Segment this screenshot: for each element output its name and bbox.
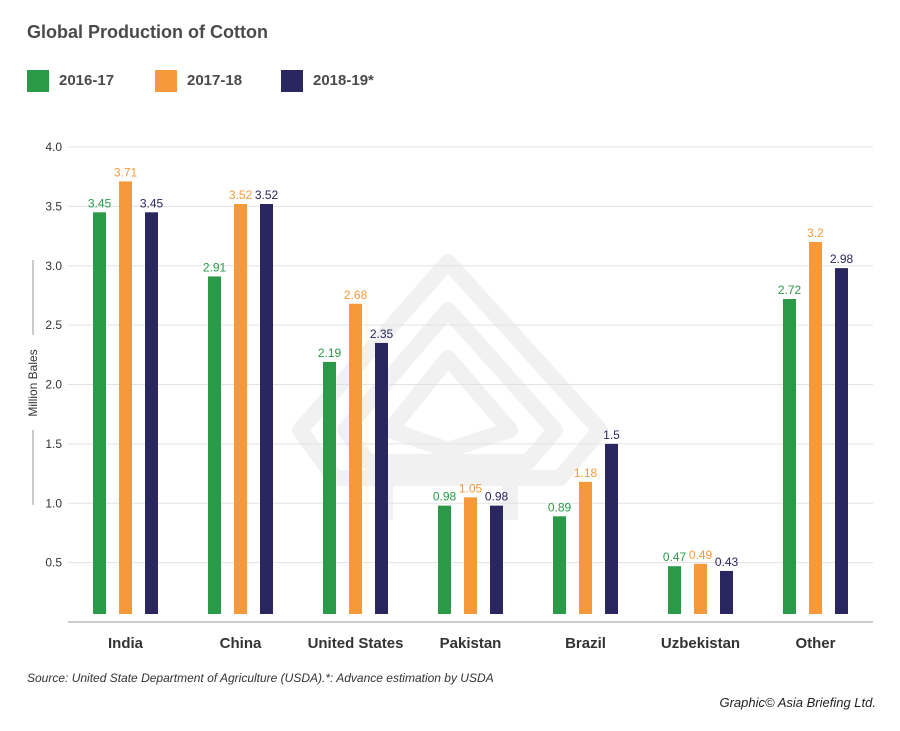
x-tick-label: China — [220, 635, 262, 652]
bar-3-3 — [490, 505, 503, 614]
bar-1-2 — [323, 361, 336, 614]
bar-3-5 — [720, 570, 733, 614]
y-tick-label: 2.0 — [45, 378, 62, 392]
bar-2-1 — [234, 204, 247, 614]
value-label: 3.52 — [255, 188, 279, 202]
y-tick-label: 3.0 — [45, 259, 62, 273]
chart-title: Global Production of Cotton — [27, 22, 268, 42]
bar-2-5 — [694, 563, 707, 614]
value-label: 0.98 — [485, 490, 509, 504]
value-label: 2.72 — [778, 283, 802, 297]
legend-label-series-3: 2018-19* — [313, 72, 374, 89]
bar-1-3 — [438, 505, 451, 614]
value-label: 0.47 — [663, 550, 687, 564]
value-label: 0.98 — [433, 490, 457, 504]
y-tick-label: 2.5 — [45, 318, 62, 332]
x-tick-label: Pakistan — [440, 635, 502, 652]
legend-swatch-series-3 — [281, 70, 303, 92]
y-tick-label: 1.0 — [45, 496, 62, 510]
value-label: 3.45 — [140, 196, 164, 210]
bar-2-4 — [579, 481, 592, 614]
legend-label-series-1: 2016-17 — [59, 72, 115, 89]
value-label: 0.49 — [689, 548, 713, 562]
legend-swatch-series-2 — [155, 70, 177, 92]
y-tick-label: 4.0 — [45, 140, 62, 154]
bar-1-6 — [783, 299, 796, 614]
value-label: 3.2 — [807, 226, 824, 240]
bar-2-6 — [809, 242, 822, 614]
bar-3-0 — [145, 212, 158, 614]
y-axis-label: Million Bales — [26, 349, 40, 416]
bar-2-2 — [349, 303, 362, 614]
value-label: 0.89 — [548, 500, 572, 514]
value-label: 2.35 — [370, 327, 394, 341]
value-label: 2.91 — [203, 260, 227, 274]
value-label: 3.52 — [229, 188, 253, 202]
x-tick-label: United States — [308, 635, 404, 652]
value-label: 1.05 — [459, 481, 483, 495]
bar-2-3 — [464, 497, 477, 614]
bar-2-0 — [119, 181, 132, 614]
bar-3-6 — [835, 268, 848, 614]
bar-3-4 — [605, 443, 618, 614]
legend-swatch-series-1 — [27, 70, 49, 92]
value-label: 3.71 — [114, 165, 138, 179]
value-labels: 3.45 3.71 3.45 2.91 3.52 3.52 2.19 2.68 2.35 0.98… — [88, 165, 854, 569]
y-tick-label: 3.5 — [45, 199, 62, 213]
x-tick-label: Other — [795, 635, 835, 652]
bar-1-1 — [208, 276, 221, 614]
source-note: Source: United State Department of Agric… — [27, 671, 494, 685]
value-label: 3.45 — [88, 196, 112, 210]
y-tick-label: 1.5 — [45, 437, 62, 451]
value-label: 1.18 — [574, 466, 598, 480]
x-tick-label: Uzbekistan — [661, 635, 740, 652]
bar-3-1 — [260, 204, 273, 614]
bar-1-0 — [93, 212, 106, 614]
graphic-credit: Graphic© Asia Briefing Ltd. — [719, 695, 876, 710]
bar-1-5 — [668, 566, 681, 614]
value-label: 0.43 — [715, 555, 739, 569]
y-tick-label: 0.5 — [45, 556, 62, 570]
bar-3-2 — [375, 342, 388, 614]
value-label: 1.5 — [603, 428, 620, 442]
x-tick-label: India — [108, 635, 144, 652]
value-label: 2.98 — [830, 252, 854, 266]
x-axis-ticks: India China United States Pakistan Brazil Uzb… — [108, 635, 836, 652]
legend-label-series-2: 2017-18 — [187, 72, 243, 89]
value-label: 2.68 — [344, 288, 368, 302]
bars-group — [93, 181, 848, 614]
x-tick-label: Brazil — [565, 635, 606, 652]
y-axis-ticks: 0.5 1.0 1.5 2.0 2.5 3.0 3.5 4.0 — [45, 140, 62, 570]
value-label: 2.19 — [318, 346, 342, 360]
bar-1-4 — [553, 516, 566, 614]
